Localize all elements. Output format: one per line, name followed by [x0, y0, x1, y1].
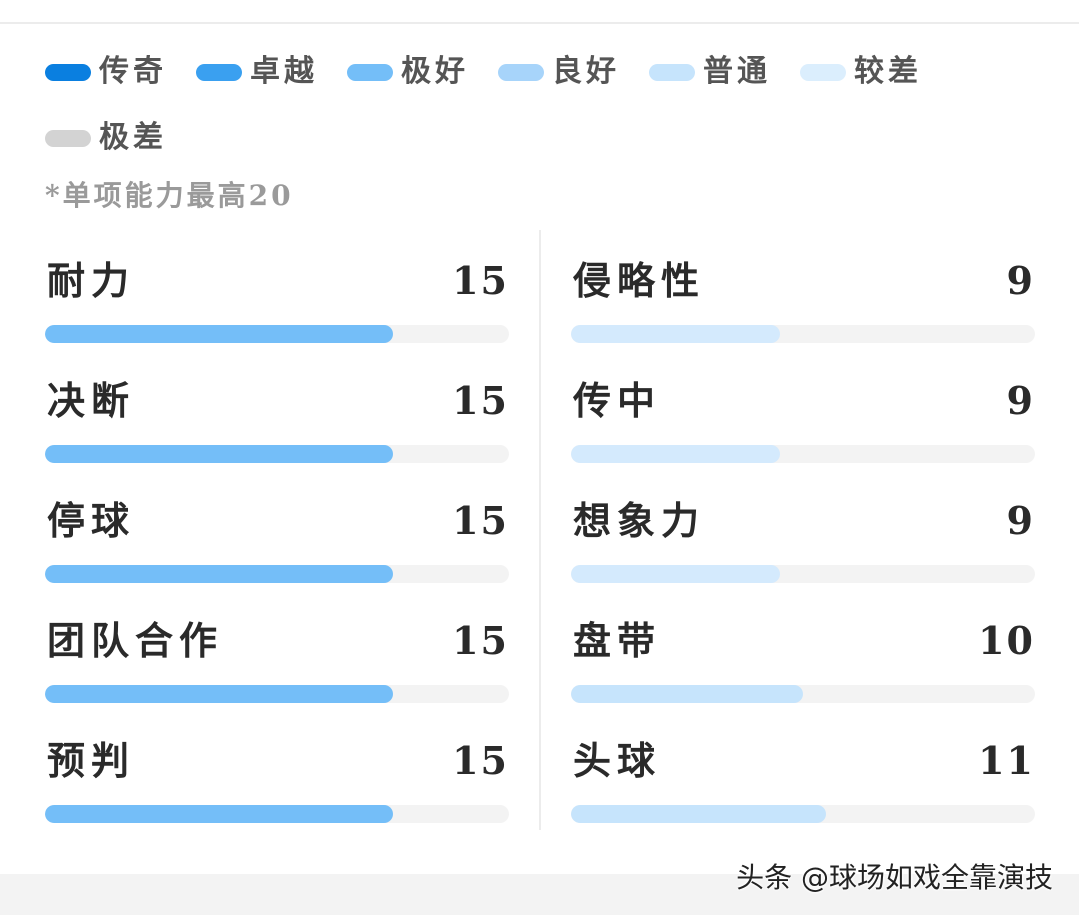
stat-name: 耐力 — [47, 258, 136, 303]
stat-bar-track — [571, 565, 1035, 583]
stat-bar-fill — [45, 685, 393, 703]
legend-swatch — [347, 63, 393, 81]
stat-value: 15 — [452, 258, 509, 303]
legend-swatch — [649, 63, 695, 81]
stat-bar-fill — [45, 805, 393, 823]
legend-swatch — [800, 63, 846, 81]
stat-value: 9 — [1006, 378, 1035, 423]
stat-row: 想象力 9 — [571, 482, 1035, 602]
stat-name: 侵略性 — [573, 258, 706, 303]
legend-label: 卓越 — [250, 54, 318, 89]
stat-bar-track — [571, 685, 1035, 703]
legend-item-good: 良好 — [498, 50, 620, 94]
stats-column-right: 侵略性 9 传中 9 想象力 9 盘带 10 头球 11 — [571, 242, 1035, 842]
legend-swatch — [196, 63, 242, 81]
legend-label: 极好 — [401, 54, 469, 89]
legend-item-very-good: 极好 — [347, 50, 469, 94]
stat-name: 盘带 — [573, 618, 662, 663]
stat-name: 停球 — [47, 498, 136, 543]
stat-name: 决断 — [47, 378, 136, 423]
stat-bar-fill — [571, 445, 780, 463]
stat-bar-track — [45, 685, 509, 703]
stat-bar-track — [571, 325, 1035, 343]
stat-value: 15 — [452, 378, 509, 423]
stat-row: 传中 9 — [571, 362, 1035, 482]
legend-label: 传奇 — [99, 54, 167, 89]
stat-name: 传中 — [573, 378, 662, 423]
stat-row: 耐力 15 — [45, 242, 509, 362]
stat-name: 想象力 — [573, 498, 706, 543]
legend-label: 较差 — [854, 54, 922, 89]
stat-row: 团队合作 15 — [45, 602, 509, 722]
stat-row: 预判 15 — [45, 722, 509, 842]
stat-bar-fill — [571, 805, 827, 823]
stat-bar-fill — [571, 325, 780, 343]
stat-name: 头球 — [573, 738, 662, 783]
stat-value: 15 — [452, 738, 509, 783]
stat-bar-fill — [45, 325, 393, 343]
watermark: 头条 @球场如戏全靠演技 — [736, 861, 1053, 894]
legend-item-legendary: 传奇 — [45, 50, 167, 94]
max-rating-note: *单项能力最高20 — [45, 179, 294, 212]
stat-value: 11 — [978, 738, 1035, 783]
stat-bar-track — [571, 805, 1035, 823]
stat-value: 9 — [1006, 258, 1035, 303]
stat-bar-fill — [45, 445, 393, 463]
stat-row: 盘带 10 — [571, 602, 1035, 722]
stat-row: 停球 15 — [45, 482, 509, 602]
legend-item-poor: 较差 — [800, 50, 922, 94]
legend-swatch — [498, 63, 544, 81]
legend-item-average: 普通 — [649, 50, 771, 94]
stat-bar-fill — [45, 565, 393, 583]
stat-bar-track — [45, 565, 509, 583]
stat-bar-track — [45, 445, 509, 463]
legend-label: 良好 — [552, 54, 620, 89]
stat-value: 15 — [452, 498, 509, 543]
column-divider — [539, 230, 541, 830]
stat-name: 预判 — [47, 738, 136, 783]
stat-row: 侵略性 9 — [571, 242, 1035, 362]
stat-value: 9 — [1006, 498, 1035, 543]
legend-label: 普通 — [703, 54, 771, 89]
legend-item-excellent: 卓越 — [196, 50, 318, 94]
stat-bar-fill — [571, 685, 803, 703]
stat-value: 15 — [452, 618, 509, 663]
top-divider — [0, 22, 1079, 24]
legend-swatch — [45, 63, 91, 81]
stat-bar-track — [45, 805, 509, 823]
legend-swatch — [45, 129, 91, 147]
stat-row: 决断 15 — [45, 362, 509, 482]
stats-column-left: 耐力 15 决断 15 停球 15 团队合作 15 预判 15 — [45, 242, 509, 842]
stat-bar-track — [45, 325, 509, 343]
stat-row: 头球 11 — [571, 722, 1035, 842]
footer-strip — [0, 874, 1079, 915]
stat-bar-track — [571, 445, 1035, 463]
stat-name: 团队合作 — [47, 618, 224, 663]
legend-item-very-poor: 极差 — [45, 116, 167, 160]
stat-value: 10 — [978, 618, 1035, 663]
stat-bar-fill — [571, 565, 780, 583]
legend-label: 极差 — [99, 120, 167, 155]
